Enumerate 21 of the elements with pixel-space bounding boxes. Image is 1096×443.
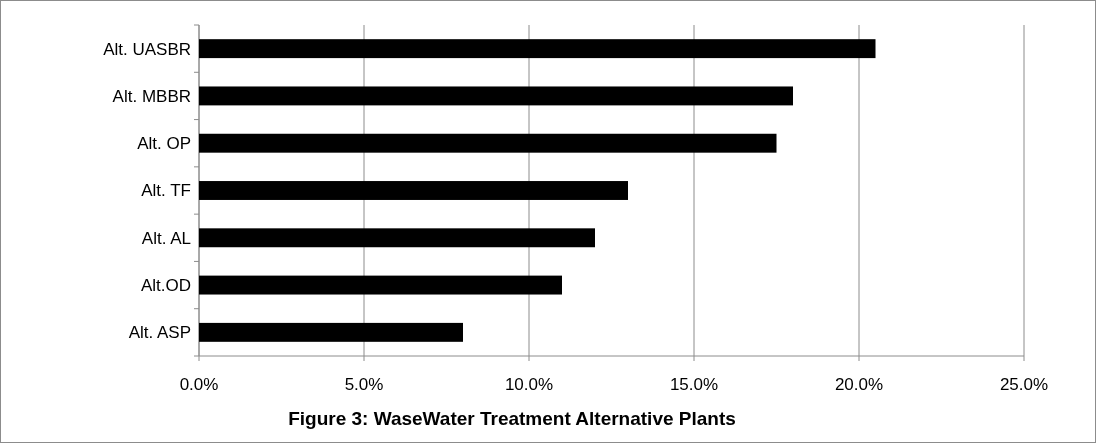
- bar: [199, 39, 876, 59]
- y-tick-label: Alt. AL: [141, 228, 191, 248]
- bar: [199, 86, 793, 106]
- bar: [199, 133, 777, 153]
- x-tick-label: 5.0%: [344, 375, 384, 394]
- x-tick-label: 15.0%: [669, 375, 719, 394]
- y-tick-label: Alt. TF: [141, 181, 191, 201]
- y-tick-label: Alt. UASBR: [103, 39, 191, 59]
- y-tick-label: Alt. ASP: [128, 323, 191, 343]
- bar: [199, 275, 562, 295]
- bar: [199, 322, 463, 342]
- x-tick-label: 25.0%: [999, 375, 1049, 394]
- y-tick-label: Alt. MBBR: [112, 86, 191, 106]
- x-tick-label: 10.0%: [504, 375, 554, 394]
- y-tick-label: Alt. OP: [137, 134, 191, 154]
- x-tick-label: 20.0%: [834, 375, 884, 394]
- bar: [199, 181, 628, 200]
- y-tick-label: Alt.OD: [140, 276, 191, 296]
- bar: [199, 228, 595, 248]
- x-tick-label: 0.0%: [179, 375, 219, 394]
- text: Figure 3: WaseWater Treatment Alternative Plants: [288, 408, 736, 429]
